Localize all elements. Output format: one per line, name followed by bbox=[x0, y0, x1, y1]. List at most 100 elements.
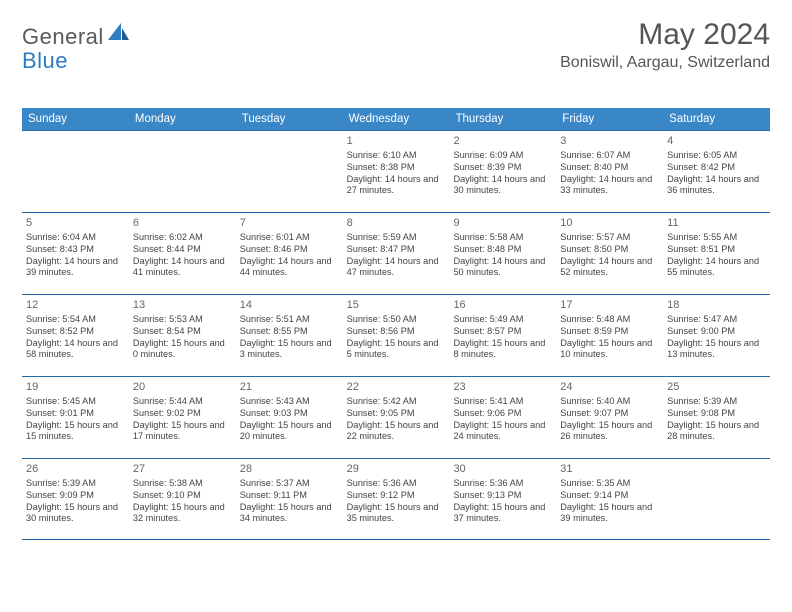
sunset-line: Sunset: 8:40 PM bbox=[560, 162, 659, 174]
day-number: 25 bbox=[667, 380, 766, 394]
daylight-line: Daylight: 14 hours and 30 minutes. bbox=[453, 174, 552, 198]
day-cell: 9Sunrise: 5:58 AMSunset: 8:48 PMDaylight… bbox=[449, 213, 556, 294]
day-cell: 29Sunrise: 5:36 AMSunset: 9:12 PMDayligh… bbox=[343, 459, 450, 539]
daylight-line: Daylight: 15 hours and 17 minutes. bbox=[133, 420, 232, 444]
day-cell bbox=[663, 459, 770, 539]
daylight-line: Daylight: 14 hours and 58 minutes. bbox=[26, 338, 125, 362]
sunrise-line: Sunrise: 5:53 AM bbox=[133, 314, 232, 326]
sunrise-line: Sunrise: 5:44 AM bbox=[133, 396, 232, 408]
sunset-line: Sunset: 8:38 PM bbox=[347, 162, 446, 174]
daylight-line: Daylight: 14 hours and 44 minutes. bbox=[240, 256, 339, 280]
day-cell: 10Sunrise: 5:57 AMSunset: 8:50 PMDayligh… bbox=[556, 213, 663, 294]
day-header: Sunday bbox=[22, 108, 129, 130]
day-cell: 1Sunrise: 6:10 AMSunset: 8:38 PMDaylight… bbox=[343, 131, 450, 212]
sunset-line: Sunset: 9:08 PM bbox=[667, 408, 766, 420]
logo-word-2-wrap: Blue bbox=[22, 48, 68, 74]
sunrise-line: Sunrise: 5:47 AM bbox=[667, 314, 766, 326]
daylight-line: Daylight: 15 hours and 5 minutes. bbox=[347, 338, 446, 362]
day-cell: 19 Sunrise: 5:45 AMSunset: 9:01 PMDayligh… bbox=[22, 377, 129, 458]
daylight-line: Daylight: 15 hours and 3 minutes. bbox=[240, 338, 339, 362]
day-number: 4 bbox=[667, 134, 766, 148]
day-number: 19 bbox=[26, 380, 125, 394]
day-cell bbox=[22, 131, 129, 212]
daylight-line: Daylight: 15 hours and 24 minutes. bbox=[453, 420, 552, 444]
day-cell: 16Sunrise: 5:49 AMSunset: 8:57 PMDayligh… bbox=[449, 295, 556, 376]
day-header: Wednesday bbox=[343, 108, 450, 130]
sunrise-line: Sunrise: 5:36 AM bbox=[347, 478, 446, 490]
title-block: May 2024 Boniswil, Aargau, Switzerland bbox=[560, 18, 770, 72]
daylight-line: Daylight: 14 hours and 47 minutes. bbox=[347, 256, 446, 280]
sunrise-line: Sunrise: 5:45 AM bbox=[26, 396, 125, 408]
day-cell: 21Sunrise: 5:43 AMSunset: 9:03 PMDayligh… bbox=[236, 377, 343, 458]
sunset-line: Sunset: 8:54 PM bbox=[133, 326, 232, 338]
daylight-line: Daylight: 15 hours and 15 minutes. bbox=[26, 420, 125, 444]
day-cell: 2Sunrise: 6:09 AMSunset: 8:39 PMDaylight… bbox=[449, 131, 556, 212]
day-cell: 18Sunrise: 5:47 AMSunset: 9:00 PMDayligh… bbox=[663, 295, 770, 376]
daylight-line: Daylight: 15 hours and 22 minutes. bbox=[347, 420, 446, 444]
logo-word-2: Blue bbox=[22, 48, 68, 73]
sunset-line: Sunset: 9:01 PM bbox=[26, 408, 125, 420]
day-number: 23 bbox=[453, 380, 552, 394]
day-header: Saturday bbox=[663, 108, 770, 130]
day-number: 14 bbox=[240, 298, 339, 312]
sunset-line: Sunset: 9:06 PM bbox=[453, 408, 552, 420]
daylight-line: Daylight: 15 hours and 20 minutes. bbox=[240, 420, 339, 444]
logo-word-1: General bbox=[22, 24, 104, 50]
day-cell: 22Sunrise: 5:42 AMSunset: 9:05 PMDayligh… bbox=[343, 377, 450, 458]
week-row: 19Sunrise: 5:45 AMSunset: 9:01 PMDayligh… bbox=[22, 376, 770, 458]
sunrise-line: Sunrise: 6:04 AM bbox=[26, 232, 125, 244]
sunset-line: Sunset: 9:12 PM bbox=[347, 490, 446, 502]
day-number: 12 bbox=[26, 298, 125, 312]
sunset-line: Sunset: 9:00 PM bbox=[667, 326, 766, 338]
day-number: 15 bbox=[347, 298, 446, 312]
sunrise-line: Sunrise: 5:37 AM bbox=[240, 478, 339, 490]
day-header-row: SundayMondayTuesdayWednesdayThursdayFrid… bbox=[22, 108, 770, 130]
daylight-line: Daylight: 14 hours and 50 minutes. bbox=[453, 256, 552, 280]
day-cell: 31Sunrise: 5:35 AMSunset: 9:14 PMDayligh… bbox=[556, 459, 663, 539]
day-number: 17 bbox=[560, 298, 659, 312]
sunset-line: Sunset: 9:10 PM bbox=[133, 490, 232, 502]
day-number: 24 bbox=[560, 380, 659, 394]
sunrise-line: Sunrise: 5:35 AM bbox=[560, 478, 659, 490]
sunset-line: Sunset: 8:52 PM bbox=[26, 326, 125, 338]
sunset-line: Sunset: 8:56 PM bbox=[347, 326, 446, 338]
week-row: 26Sunrise: 5:39 AMSunset: 9:09 PMDayligh… bbox=[22, 458, 770, 540]
day-number: 21 bbox=[240, 380, 339, 394]
calendar: SundayMondayTuesdayWednesdayThursdayFrid… bbox=[22, 108, 770, 540]
day-cell bbox=[129, 131, 236, 212]
day-cell: 11Sunrise: 5:55 AMSunset: 8:51 PMDayligh… bbox=[663, 213, 770, 294]
sunrise-line: Sunrise: 5:59 AM bbox=[347, 232, 446, 244]
sunrise-line: Sunrise: 6:07 AM bbox=[560, 150, 659, 162]
daylight-line: Daylight: 15 hours and 13 minutes. bbox=[667, 338, 766, 362]
day-cell: 5Sunrise: 6:04 AMSunset: 8:43 PMDaylight… bbox=[22, 213, 129, 294]
daylight-line: Daylight: 14 hours and 33 minutes. bbox=[560, 174, 659, 198]
day-cell: 23 Sunrise: 5:41 AMSunset: 9:06 PMDayligh… bbox=[449, 377, 556, 458]
day-cell: 30Sunrise: 5:36 AMSunset: 9:13 PMDayligh… bbox=[449, 459, 556, 539]
day-cell: 13Sunrise: 5:53 AMSunset: 8:54 PMDayligh… bbox=[129, 295, 236, 376]
sunset-line: Sunset: 9:03 PM bbox=[240, 408, 339, 420]
day-cell bbox=[236, 131, 343, 212]
sunrise-line: Sunrise: 5:55 AM bbox=[667, 232, 766, 244]
day-cell: 12Sunrise: 5:54 AMSunset: 8:52 PMDayligh… bbox=[22, 295, 129, 376]
day-cell: 17Sunrise: 5:48 AMSunset: 8:59 PMDayligh… bbox=[556, 295, 663, 376]
daylight-line: Daylight: 15 hours and 10 minutes. bbox=[560, 338, 659, 362]
logo-sail-icon bbox=[108, 23, 130, 46]
sunset-line: Sunset: 8:43 PM bbox=[26, 244, 125, 256]
sunset-line: Sunset: 9:09 PM bbox=[26, 490, 125, 502]
day-number: 16 bbox=[453, 298, 552, 312]
day-cell: 15Sunrise: 5:50 AMSunset: 8:56 PMDayligh… bbox=[343, 295, 450, 376]
sunrise-line: Sunrise: 5:41 AM bbox=[453, 396, 552, 408]
day-number: 29 bbox=[347, 462, 446, 476]
sunset-line: Sunset: 8:48 PM bbox=[453, 244, 552, 256]
day-number: 30 bbox=[453, 462, 552, 476]
sunrise-line: Sunrise: 5:38 AM bbox=[133, 478, 232, 490]
sunrise-line: Sunrise: 6:09 AM bbox=[453, 150, 552, 162]
daylight-line: Daylight: 14 hours and 36 minutes. bbox=[667, 174, 766, 198]
sunrise-line: Sunrise: 6:05 AM bbox=[667, 150, 766, 162]
day-cell: 27Sunrise: 5:38 AMSunset: 9:10 PMDayligh… bbox=[129, 459, 236, 539]
day-number: 26 bbox=[26, 462, 125, 476]
day-number: 31 bbox=[560, 462, 659, 476]
sunrise-line: Sunrise: 5:36 AM bbox=[453, 478, 552, 490]
daylight-line: Daylight: 14 hours and 52 minutes. bbox=[560, 256, 659, 280]
sunset-line: Sunset: 8:42 PM bbox=[667, 162, 766, 174]
